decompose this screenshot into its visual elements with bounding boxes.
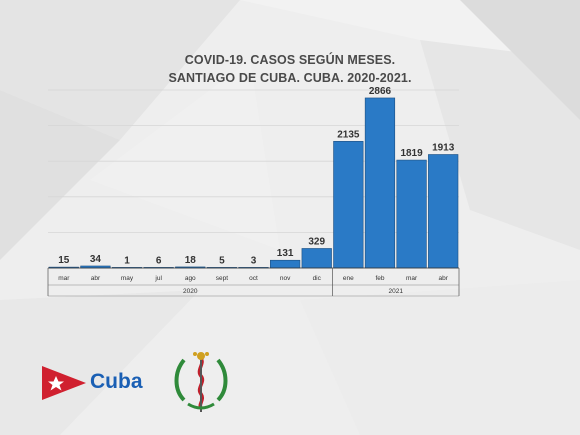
category-tick-label: sept <box>216 275 228 282</box>
data-label: 34 <box>90 254 102 265</box>
category-tick-label: ago <box>185 275 196 282</box>
data-label: 1 <box>124 255 130 266</box>
category-tick-label: ene <box>343 275 354 282</box>
bar <box>364 97 396 269</box>
bar <box>270 259 301 269</box>
category-tick-label: dic <box>313 275 322 282</box>
data-label: 329 <box>308 236 325 247</box>
data-label: 5 <box>219 255 225 266</box>
data-label: 2135 <box>337 129 360 140</box>
data-label: 15 <box>58 255 70 266</box>
chart-title-line2: SANTIAGO DE CUBA. CUBA. 2020-2021. <box>168 71 412 85</box>
cuba-logo-text: Cuba <box>90 370 143 393</box>
category-tick-label: mar <box>58 275 70 282</box>
data-label: 6 <box>156 255 162 266</box>
bar <box>396 159 427 269</box>
bar <box>301 248 332 269</box>
category-tick-label: mar <box>406 275 418 282</box>
bar <box>333 141 364 269</box>
category-tick-label: abr <box>438 275 448 282</box>
data-label: 1913 <box>432 142 455 153</box>
data-label: 3 <box>251 255 257 266</box>
category-tick-label: jul <box>154 275 162 282</box>
category-tick-label: nov <box>280 275 291 282</box>
minsap-emblem-icon <box>174 352 228 412</box>
bar <box>428 154 459 269</box>
group-label: 2020 <box>183 288 198 295</box>
cuba-flag-logo-icon <box>42 366 86 400</box>
data-label: 18 <box>185 255 197 266</box>
data-label: 1819 <box>400 148 423 159</box>
group-label: 2021 <box>389 288 404 295</box>
category-tick-label: abr <box>91 275 101 282</box>
data-label: 2866 <box>369 86 392 97</box>
category-tick-label: may <box>121 275 134 282</box>
chart-title-line1: COVID-19. CASOS SEGÚN MESES. <box>184 53 396 67</box>
category-tick-label: oct <box>249 275 258 282</box>
category-tick-label: feb <box>375 275 384 282</box>
data-label: 131 <box>277 248 294 259</box>
